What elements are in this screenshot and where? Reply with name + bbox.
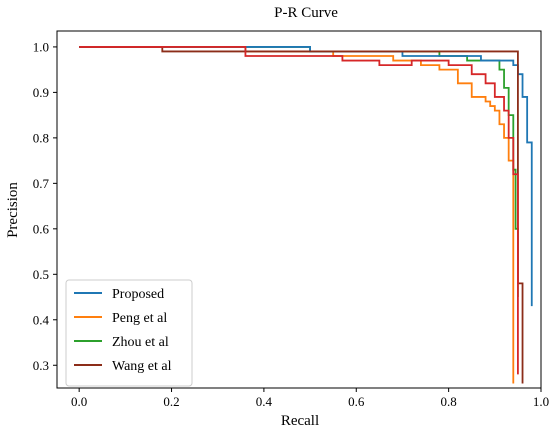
x-axis: 0.0 0.2 0.4 0.6 0.8 1.0	[71, 388, 549, 409]
series-line-zhou-et-al	[79, 46, 519, 298]
chart-title: P-R Curve	[274, 5, 338, 21]
x-tick-label: 0.6	[348, 394, 365, 409]
legend: Proposed Peng et al Zhou et al Wang et al	[65, 279, 193, 387]
series-line-series-5	[79, 46, 519, 375]
y-axis: 0.3 0.4 0.5 0.6 0.7 0.8 0.9 1.0	[33, 39, 57, 373]
legend-label-proposed: Proposed	[112, 287, 164, 302]
x-tick-label: 0.4	[256, 394, 273, 409]
y-axis-label: Precision	[5, 182, 21, 238]
y-tick-label: 1.0	[33, 39, 49, 54]
x-tick-label: 1.0	[533, 394, 549, 409]
plot-area	[79, 46, 533, 384]
x-tick-label: 0.8	[441, 394, 457, 409]
y-tick-label: 0.3	[33, 358, 49, 373]
plot-frame	[56, 30, 542, 389]
y-tick-label: 0.8	[33, 130, 49, 145]
series-line-proposed	[79, 46, 533, 307]
series-line-peng-et-al	[79, 46, 515, 384]
legend-box	[65, 279, 193, 387]
y-tick-label: 0.9	[33, 85, 49, 100]
y-tick-label: 0.7	[33, 176, 50, 191]
x-tick-label: 0.0	[71, 394, 87, 409]
y-tick-label: 0.6	[33, 221, 50, 236]
x-axis-label: Recall	[281, 413, 319, 429]
legend-label-peng-et-al: Peng et al	[112, 311, 167, 326]
legend-label-zhou-et-al: Zhou et al	[112, 335, 169, 350]
legend-label-wang-et-al: Wang et al	[112, 359, 172, 374]
y-tick-label: 0.4	[33, 312, 50, 327]
x-tick-label: 0.2	[163, 394, 179, 409]
y-tick-label: 0.5	[33, 267, 49, 282]
